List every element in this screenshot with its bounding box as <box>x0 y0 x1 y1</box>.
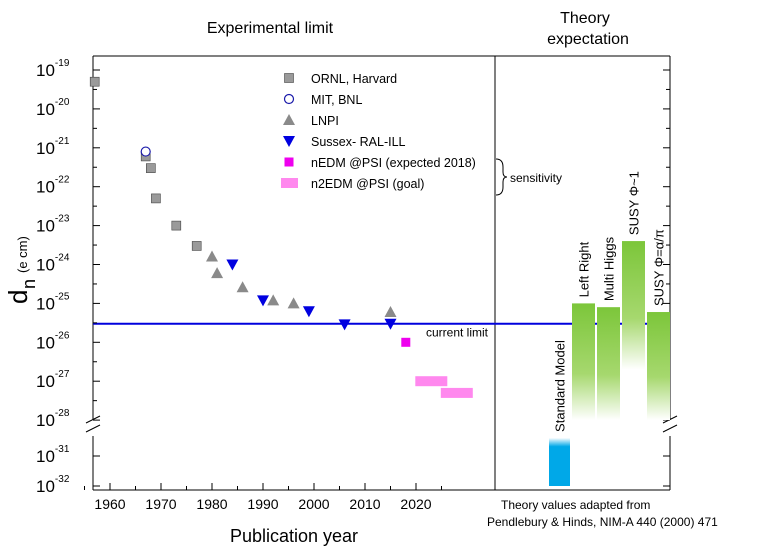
theory-note-line1: Theory values adapted from <box>501 498 650 512</box>
panel-title-left: Experimental limit <box>207 20 334 37</box>
data-point <box>440 387 473 398</box>
y-tick-label: 10-23 <box>36 214 70 236</box>
theory-bar-label: Standard Model <box>553 340 568 432</box>
data-point <box>384 306 397 318</box>
legend-marker <box>284 73 294 83</box>
legend-label: Sussex- RAL-ILL <box>311 135 406 149</box>
axes-layer: 1960 1970 1980 1990 2000 2010 2020 10-19 10-20 10… <box>36 58 670 512</box>
data-point <box>191 241 202 251</box>
x-tick-label: 1970 <box>145 496 176 512</box>
legend-marker <box>283 93 295 105</box>
y-tick-label: 10-27 <box>36 369 70 391</box>
legend-marker <box>284 157 294 167</box>
data-point <box>302 306 315 318</box>
legend-label: ORNL, Harvard <box>311 72 397 86</box>
sensitivity-label: sensitivity <box>510 171 562 185</box>
data-point <box>267 294 280 306</box>
data-point <box>257 295 269 307</box>
x-axis-title: Publication year <box>230 526 358 546</box>
legend-marker <box>281 178 298 188</box>
legend-marker <box>283 136 295 147</box>
y-axis-label-main: d <box>3 290 33 304</box>
panel-title-right-line2: expectation <box>547 31 629 48</box>
theory-bar-label: SUSY Φ=α/π <box>652 229 667 306</box>
x-tick-label: 2020 <box>400 496 431 512</box>
theory-bar <box>597 307 620 421</box>
x-tick-label: 1960 <box>94 496 125 512</box>
theory-bar <box>622 241 645 370</box>
legend-label: MIT, BNL <box>311 93 362 107</box>
data-point <box>415 376 448 387</box>
data-point <box>226 259 239 271</box>
plot-frame <box>85 55 678 491</box>
data-point <box>401 337 411 347</box>
y-tick-label: 10-25 <box>36 291 70 313</box>
data-point <box>338 319 351 331</box>
data-point <box>384 318 397 330</box>
panel-title-right-line1: Theory <box>560 10 610 27</box>
data-point <box>89 76 100 87</box>
y-tick-label: 10-20 <box>36 97 70 119</box>
data-point <box>206 250 218 262</box>
x-tick-label: 1980 <box>196 496 227 512</box>
y-tick-label: 10-28 <box>36 408 70 430</box>
y-axis-label: d n (e cm) <box>3 236 39 304</box>
legend-label: n2EDM @PSI (goal) <box>311 177 424 191</box>
data-point <box>287 297 300 309</box>
theory-bar <box>647 312 670 421</box>
y-tick-label: 10-31 <box>36 444 70 466</box>
theory-layer: Standard Model Left Right Multi Higgs SUSY … <box>549 171 670 486</box>
y-axis-label-unit: (e cm) <box>15 236 30 273</box>
theory-bar-label: SUSY Φ~1 <box>627 171 642 235</box>
theory-bar <box>549 437 570 486</box>
data-point <box>171 220 182 231</box>
y-tick-label: 10-19 <box>36 58 70 80</box>
theory-bar-label: Left Right <box>577 241 592 297</box>
data-point <box>211 267 224 279</box>
data-point <box>146 163 156 173</box>
sensitivity-bracket <box>495 158 508 196</box>
theory-bar-label: Multi Higgs <box>602 236 617 301</box>
x-tick-label: 2010 <box>349 496 380 512</box>
data-point <box>151 193 161 204</box>
y-axis-label-subscript: n <box>19 279 39 289</box>
legend-marker <box>283 114 295 125</box>
theory-bar <box>572 303 595 421</box>
legend-label: LNPI <box>311 114 339 128</box>
data-point <box>140 146 151 157</box>
x-tick-label: 2000 <box>298 496 329 512</box>
data-point <box>236 281 249 293</box>
theory-note-line2: Pendlebury & Hinds, NIM-A 440 (2000) 471 <box>487 515 718 529</box>
x-tick-label: 1990 <box>247 496 278 512</box>
data-points <box>89 76 473 398</box>
y-tick-label: 10-32 <box>36 474 70 496</box>
current-limit-label: current limit <box>426 326 489 340</box>
legend-label: nEDM @PSI (expected 2018) <box>311 156 476 170</box>
y-tick-label: 10-24 <box>36 253 70 275</box>
y-tick-label: 10-26 <box>36 330 70 352</box>
legend: ORNL, Harvard MIT, BNL LNPI Sussex- RAL-ILL… <box>281 72 476 191</box>
y-tick-label: 10-22 <box>36 175 70 197</box>
y-tick-label: 10-21 <box>36 136 70 158</box>
